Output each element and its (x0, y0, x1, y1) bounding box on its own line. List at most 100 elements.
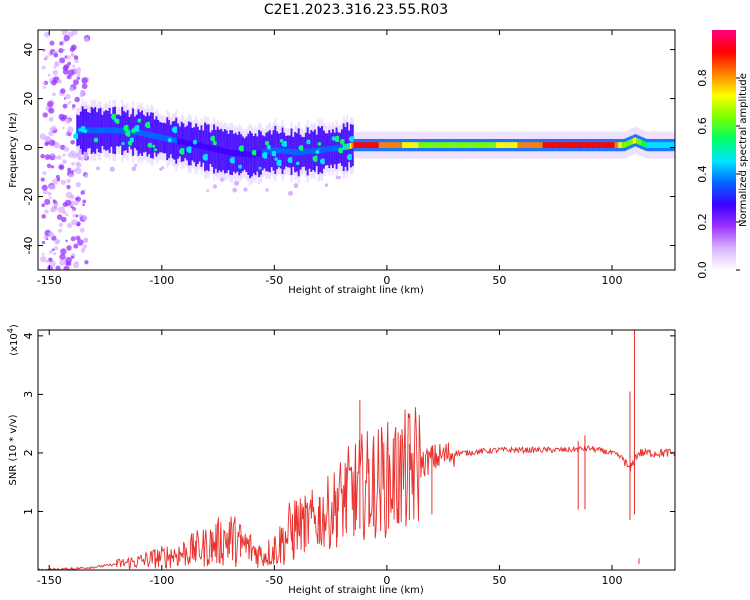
spectrogram-core (476, 142, 479, 149)
spectrogram-core (652, 142, 655, 149)
spectrogram-noise-blob (73, 243, 79, 249)
spectrogram-noise-blob (41, 252, 45, 256)
spectrogram-core (155, 133, 158, 140)
spectrogram-core (512, 142, 515, 149)
snr-y-multiplier-base: (x10 (9, 333, 20, 356)
spectrogram-noise-blob (58, 222, 64, 227)
spectrogram-x-tick-label: -50 (265, 274, 283, 287)
spectrogram-noise-blob (49, 126, 54, 132)
spectrogram-core (382, 142, 385, 149)
spectrogram-core (587, 142, 590, 149)
spectrogram-noise-blob (68, 69, 75, 76)
spectrogram-noise-blob (51, 79, 57, 86)
spectrogram-core (463, 142, 466, 149)
snr-plot-area (38, 330, 675, 570)
spectrogram-noise-blob (62, 65, 69, 71)
snr-y-multiplier-close: ) (9, 324, 20, 328)
spectrogram-core (209, 145, 212, 152)
spectrogram-core (214, 146, 217, 153)
spectrogram-core (148, 131, 151, 138)
spectrogram-blob (262, 152, 269, 159)
spectrogram-noise-blob (42, 48, 46, 52)
spectrogram-core (598, 142, 601, 149)
snr-y-tick-label: 2 (22, 449, 35, 456)
spectrogram-core (393, 142, 396, 149)
spectrogram-core (495, 142, 498, 149)
spectrogram-noise-blob (65, 256, 72, 264)
spectrogram-core (369, 142, 372, 149)
spectrogram-core (544, 142, 547, 149)
spectrogram-core (494, 142, 497, 149)
snr-y-tick-label: 3 (22, 391, 35, 398)
spectrogram-core (213, 145, 216, 152)
spectrogram-lower-blob (232, 187, 238, 193)
colorbar-tick-label: 0.8 (696, 69, 709, 87)
spectrogram-noise-blob (62, 126, 65, 130)
spectrogram-core (530, 142, 533, 149)
spectrogram-core (548, 142, 551, 149)
spectrogram-panel: -150 -100 -50 0 50 100 -40 -20 0 20 40 Height of … (8, 29, 676, 296)
spectrogram-noise-blob (83, 237, 89, 243)
spectrogram-noise-blob (73, 200, 79, 206)
spectrogram-core (623, 141, 626, 148)
spectrogram-core (569, 142, 572, 149)
snr-marks (38, 330, 675, 570)
spectrogram-noise-blob (44, 154, 51, 160)
spectrogram-core (268, 148, 271, 155)
spectrogram-core (184, 139, 187, 146)
spectrogram-core (358, 142, 361, 149)
spectrogram-blob (93, 137, 99, 143)
spectrogram-core (425, 142, 428, 149)
spectrogram-noise-blob (66, 102, 70, 106)
spectrogram-noise-blob (44, 56, 48, 61)
spectrogram-core (521, 142, 524, 149)
snr-x-ticks: -150 -100 -50 0 50 100 (37, 330, 622, 587)
spectrogram-core (515, 142, 518, 149)
spectrogram-noise-blob (62, 159, 67, 164)
spectrogram-core (310, 148, 313, 154)
spectrogram-blob (334, 135, 341, 143)
spectrogram-core (103, 127, 106, 134)
spectrogram-core (445, 142, 448, 149)
spectrogram-noise-blob (60, 166, 63, 169)
snr-frame (37, 329, 676, 571)
spectrogram-core (555, 142, 558, 149)
spectrogram-lower-blob (219, 177, 225, 182)
spectrogram-noise-blob (65, 118, 71, 124)
spectrogram-core (333, 145, 336, 152)
spectrogram-core (180, 138, 183, 145)
spectrogram-noise-blob (58, 48, 64, 54)
spectrogram-core (94, 127, 97, 134)
spectrogram-core (270, 147, 273, 154)
spectrogram-lower-blob (293, 183, 299, 189)
spectrogram-lower-blob (324, 183, 329, 187)
spectrogram-core (412, 142, 415, 149)
spectrogram-core (396, 142, 399, 149)
spectrogram-core (231, 149, 234, 156)
spectrogram-noise-blob (70, 255, 75, 259)
spectrogram-noise-blob (54, 61, 60, 67)
spectrogram-core (564, 142, 567, 149)
snr-panel: -150 -100 -50 0 50 100 1 2 3 4 Height of straigh… (6, 324, 676, 596)
spectrogram-core (602, 142, 605, 149)
spectrogram-core (663, 142, 666, 149)
spectrogram-core (638, 138, 641, 145)
spectrogram-core (110, 127, 113, 134)
spectrogram-core (353, 142, 356, 149)
spectrogram-blob (306, 139, 311, 145)
spectrogram-core (519, 142, 522, 149)
spectrogram-core (647, 142, 650, 149)
spectrogram-blob (258, 166, 262, 170)
spectrogram-core (409, 142, 412, 149)
spectrogram-core (458, 142, 461, 149)
spectrogram-core (488, 142, 491, 149)
spectrogram-core (166, 135, 169, 142)
spectrogram-core (258, 150, 261, 157)
spectrogram-core (281, 147, 284, 154)
spectrogram-noise-blob (44, 198, 51, 206)
spectrogram-core (121, 127, 124, 134)
spectrogram-core (364, 142, 367, 149)
spectrogram-core (531, 142, 534, 149)
spectrogram-core (508, 142, 511, 149)
spectrogram-x-tick-label: 50 (492, 274, 506, 287)
